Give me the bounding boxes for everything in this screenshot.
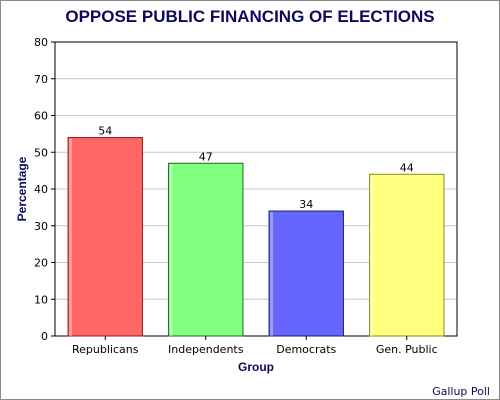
bar-highlight — [370, 175, 374, 336]
bar-0 — [67, 137, 143, 337]
bar-2 — [268, 210, 344, 337]
bar-value-label: 47 — [199, 150, 213, 163]
bar-value-label: 44 — [400, 161, 414, 174]
x-axis-title: Group — [238, 360, 274, 374]
y-tick-label: 0 — [41, 330, 48, 343]
y-axis-title: Percentage — [15, 156, 29, 221]
x-tick-label: Republicans — [72, 343, 139, 356]
bars — [67, 137, 445, 337]
bar-3 — [369, 173, 445, 337]
bar-highlight — [169, 164, 173, 336]
x-tick-label: Independents — [168, 343, 244, 356]
y-tick-label: 70 — [34, 73, 48, 86]
bar-value-label: 34 — [299, 198, 313, 211]
bar-highlight — [270, 212, 274, 336]
y-tick-label: 40 — [34, 183, 48, 196]
x-tick-label: Gen. Public — [376, 343, 438, 356]
y-tick-label: 10 — [34, 293, 48, 306]
y-tick-label: 20 — [34, 257, 48, 270]
y-tick-label: 80 — [34, 36, 48, 49]
y-axis-ticks: 0 10 20 30 40 50 60 70 80 — [34, 36, 55, 343]
chart-title: OPPOSE PUBLIC FINANCING OF ELECTIONS — [65, 7, 434, 26]
y-tick-label: 60 — [34, 110, 48, 123]
value-labels: 54 47 34 44 — [98, 125, 414, 212]
bar-highlight — [69, 138, 73, 336]
bar-value-label: 54 — [98, 125, 112, 138]
y-tick-label: 30 — [34, 220, 48, 233]
y-tick-label: 50 — [34, 146, 48, 159]
x-tick-label: Democrats — [276, 343, 336, 356]
x-axis-ticks: Republicans Independents Democrats Gen. Pub… — [72, 336, 438, 356]
bar-1 — [168, 162, 244, 337]
source-credit: Gallup Poll — [432, 385, 490, 398]
